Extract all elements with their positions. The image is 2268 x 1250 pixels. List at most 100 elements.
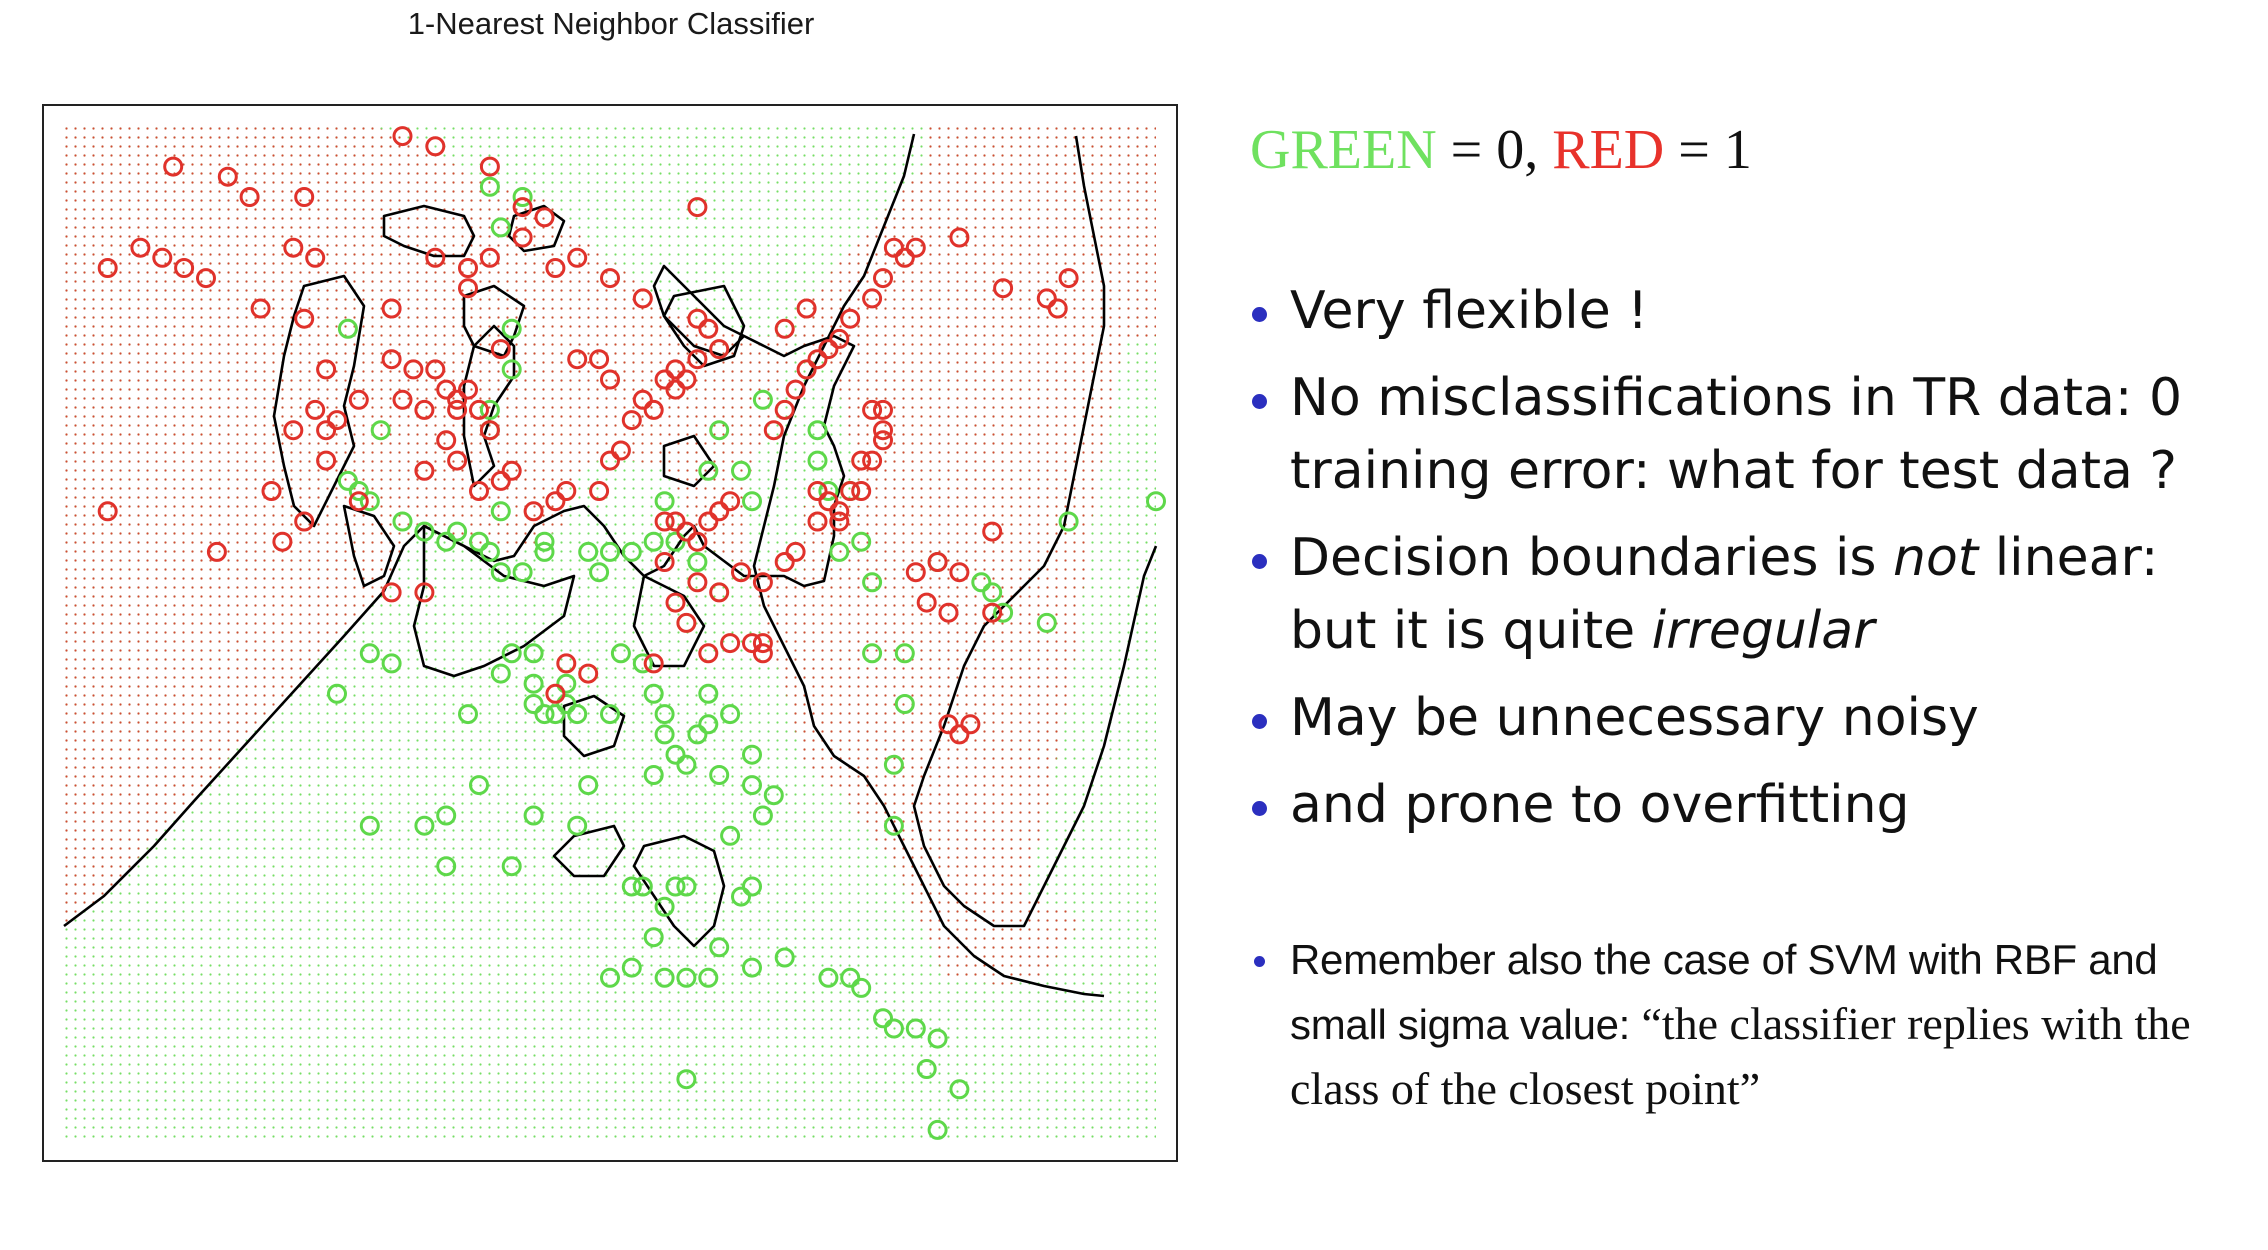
- red-point: [545, 258, 566, 278]
- class-legend: GREEN = 0, RED = 1: [1250, 118, 1752, 182]
- red-point: [217, 166, 238, 187]
- green-point: [862, 572, 883, 593]
- green-point: [578, 775, 599, 796]
- green-point: [337, 318, 358, 339]
- red-point: [829, 328, 850, 349]
- legend-green-label: GREEN: [1250, 119, 1437, 181]
- red-point: [643, 653, 664, 674]
- red-point: [949, 562, 970, 583]
- green-point: [632, 653, 653, 674]
- red-point: [327, 410, 347, 431]
- remember-text: Remember also the case of SVM with RBF a…: [1290, 936, 2158, 1048]
- red-point: [807, 481, 828, 501]
- red-point: [807, 511, 828, 532]
- series-red: [97, 126, 1079, 745]
- green-point: [414, 815, 435, 836]
- green-point: [752, 805, 773, 826]
- red-point: [676, 521, 697, 542]
- red-point: [916, 592, 937, 613]
- green-point: [818, 481, 839, 501]
- green-point: [654, 491, 675, 512]
- red-point: [272, 531, 293, 552]
- red-point: [883, 237, 904, 258]
- red-point: [818, 491, 839, 512]
- green-point: [742, 957, 762, 978]
- red-point: [731, 562, 751, 583]
- red-point: [97, 258, 118, 278]
- red-point: [982, 602, 1003, 623]
- green-point: [742, 876, 762, 897]
- red-point: [490, 339, 511, 360]
- green-point: [337, 470, 358, 491]
- green-point: [621, 876, 642, 897]
- green-point: [862, 643, 883, 664]
- green-point: [927, 1119, 948, 1140]
- plot-area: [42, 104, 1178, 1162]
- green-point: [665, 876, 686, 897]
- red-point: [469, 399, 489, 420]
- green-point: [665, 531, 686, 552]
- red-point: [687, 197, 708, 218]
- green-point: [774, 947, 795, 968]
- green-point: [600, 967, 620, 988]
- red-point: [621, 410, 642, 431]
- red-point: [840, 308, 861, 329]
- red-point: [938, 714, 959, 735]
- green-point: [436, 531, 457, 552]
- green-point: [621, 541, 642, 562]
- green-point: [731, 460, 751, 481]
- red-point: [665, 359, 686, 380]
- legend-red-label: RED: [1552, 119, 1665, 181]
- green-point: [523, 643, 544, 664]
- red-region: [64, 126, 1156, 986]
- red-point: [392, 126, 413, 147]
- red-point: [425, 247, 446, 268]
- green-point: [359, 491, 380, 512]
- green-point: [501, 318, 522, 339]
- red-point: [294, 511, 315, 532]
- red-point: [206, 541, 227, 562]
- red-point: [905, 237, 926, 258]
- red-point: [698, 318, 719, 339]
- green-point: [676, 1069, 697, 1090]
- red-point: [1036, 288, 1057, 309]
- boundary-island-11: [562, 694, 626, 758]
- red-point: [796, 298, 817, 319]
- green-point: [490, 562, 511, 583]
- green-point: [709, 937, 730, 958]
- boundary-island-4: [272, 274, 366, 528]
- red-point: [752, 643, 773, 664]
- red-point: [774, 318, 795, 339]
- red-point: [720, 633, 741, 654]
- boundary-island-9: [412, 524, 576, 678]
- red-point: [447, 399, 468, 420]
- green-point: [949, 1079, 970, 1100]
- green-point: [665, 744, 686, 765]
- boundary-island-1: [382, 204, 476, 258]
- green-point: [851, 531, 872, 552]
- green-point: [469, 531, 489, 552]
- red-point: [960, 714, 981, 735]
- bullet-item: Decision boundaries is not linear: but i…: [1250, 522, 2260, 668]
- green-point: [698, 967, 719, 988]
- green-point: [556, 673, 577, 694]
- red-point: [534, 207, 555, 228]
- green-point: [905, 1018, 926, 1039]
- red-point: [425, 136, 446, 157]
- series-green: [327, 176, 1166, 1140]
- red-point: [600, 268, 620, 289]
- green-point: [436, 805, 457, 826]
- boundary-line-right: [912, 135, 1158, 928]
- green-point: [894, 643, 915, 664]
- green-point: [654, 704, 675, 725]
- green-point: [327, 683, 347, 704]
- legend-green-value: = 0,: [1436, 119, 1553, 181]
- red-point: [196, 268, 216, 289]
- red-point: [97, 501, 118, 522]
- red-point: [283, 420, 304, 441]
- green-point: [447, 521, 468, 542]
- red-point: [862, 288, 883, 309]
- green-point: [589, 562, 610, 583]
- green-point: [523, 673, 544, 694]
- red-point: [316, 450, 337, 471]
